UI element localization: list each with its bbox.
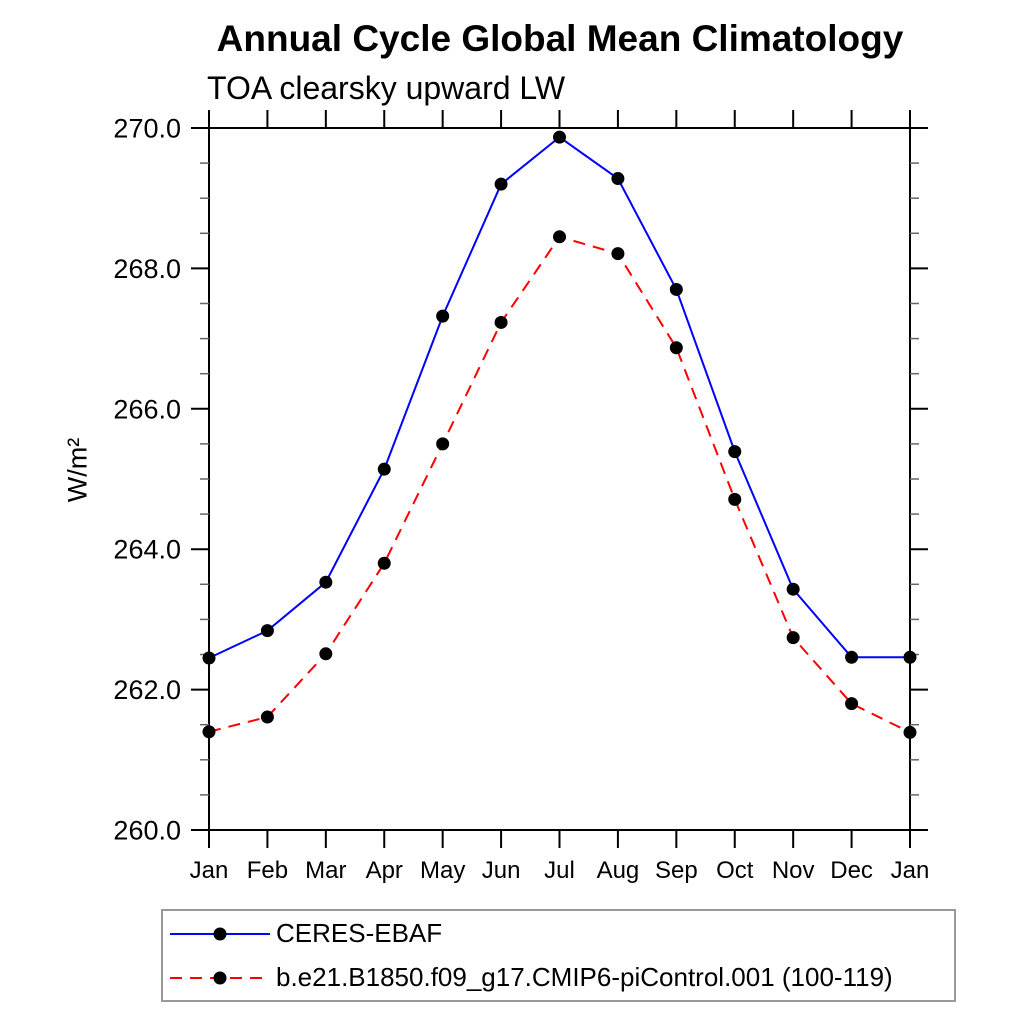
x-tick-label: Aug <box>597 857 640 884</box>
data-point-marker <box>436 309 450 323</box>
y-tick-label: 260.0 <box>113 815 181 845</box>
x-tick-label: Dec <box>830 857 873 884</box>
x-tick-label: May <box>420 857 465 884</box>
data-point-marker <box>611 172 625 186</box>
legend-sample-solid-blue-line <box>170 927 270 940</box>
model-line <box>208 235 911 734</box>
y-tick-label: 262.0 <box>113 675 181 705</box>
legend-marker-icon <box>213 927 227 940</box>
data-point-marker <box>845 697 859 711</box>
data-point-marker <box>319 575 333 589</box>
x-tick-label: Jul <box>544 857 575 884</box>
x-tick-label: Mar <box>305 857 346 884</box>
data-point-marker <box>436 437 450 451</box>
data-point-marker <box>377 462 391 476</box>
x-tick-label: Oct <box>716 857 754 884</box>
chart-subtitle: TOA clearsky upward LW <box>207 70 566 106</box>
data-point-marker <box>669 341 683 355</box>
legend-box: CERES-EBAF b.e21.B1850.f09_g17.CMIP6-piC… <box>161 909 956 1002</box>
data-point-marker <box>553 130 566 144</box>
data-point-marker <box>377 556 391 570</box>
x-tick-label: Jan <box>190 857 229 884</box>
data-point-marker <box>845 650 859 664</box>
x-tick-label: Sep <box>655 857 698 884</box>
chart-title: Annual Cycle Global Mean Climatology <box>216 18 904 59</box>
data-point-marker <box>202 725 216 739</box>
data-point-marker <box>260 710 274 724</box>
plot-area: Jan Feb Mar Apr May Jun Jul Aug Sep Oct Nov Dec Jan 2… <box>113 110 930 884</box>
y-tick-label: 268.0 <box>113 254 181 284</box>
legend-item-model: b.e21.B1850.f09_g17.CMIP6-piControl.001 … <box>163 956 954 1000</box>
ceres-ebaf-line <box>208 135 910 659</box>
y-tick-label: 270.0 <box>113 113 181 143</box>
data-point-marker <box>260 624 274 638</box>
x-tick-label: Nov <box>772 857 815 884</box>
data-point-marker <box>494 177 508 191</box>
legend-label: CERES-EBAF <box>276 918 443 948</box>
data-point-marker <box>611 247 625 261</box>
x-tick-label: Feb <box>247 857 288 884</box>
data-point-marker <box>202 651 216 665</box>
data-point-marker <box>786 582 800 596</box>
y-axis-unit-label: W/m² <box>62 437 93 503</box>
x-tick-label: Jan <box>891 857 930 884</box>
data-point-marker <box>669 282 683 296</box>
data-point-marker <box>728 445 742 459</box>
x-tick-label: Jun <box>482 857 521 884</box>
legend-sample-dashed-red-line <box>170 971 270 984</box>
data-point-marker <box>319 647 333 661</box>
legend-item-ceres-ebaf: CERES-EBAF <box>163 912 954 956</box>
data-point-marker <box>494 315 508 329</box>
y-tick-label: 266.0 <box>113 394 181 424</box>
data-point-marker <box>728 492 742 506</box>
data-point-marker <box>903 725 917 739</box>
y-tick-label: 264.0 <box>113 535 181 565</box>
data-point-marker <box>903 650 917 664</box>
legend-label: b.e21.B1850.f09_g17.CMIP6-piControl.001 … <box>276 962 893 992</box>
data-point-marker <box>553 230 566 244</box>
legend-marker-icon <box>213 971 227 984</box>
data-point-marker <box>786 631 800 645</box>
x-tick-label: Apr <box>366 857 403 884</box>
